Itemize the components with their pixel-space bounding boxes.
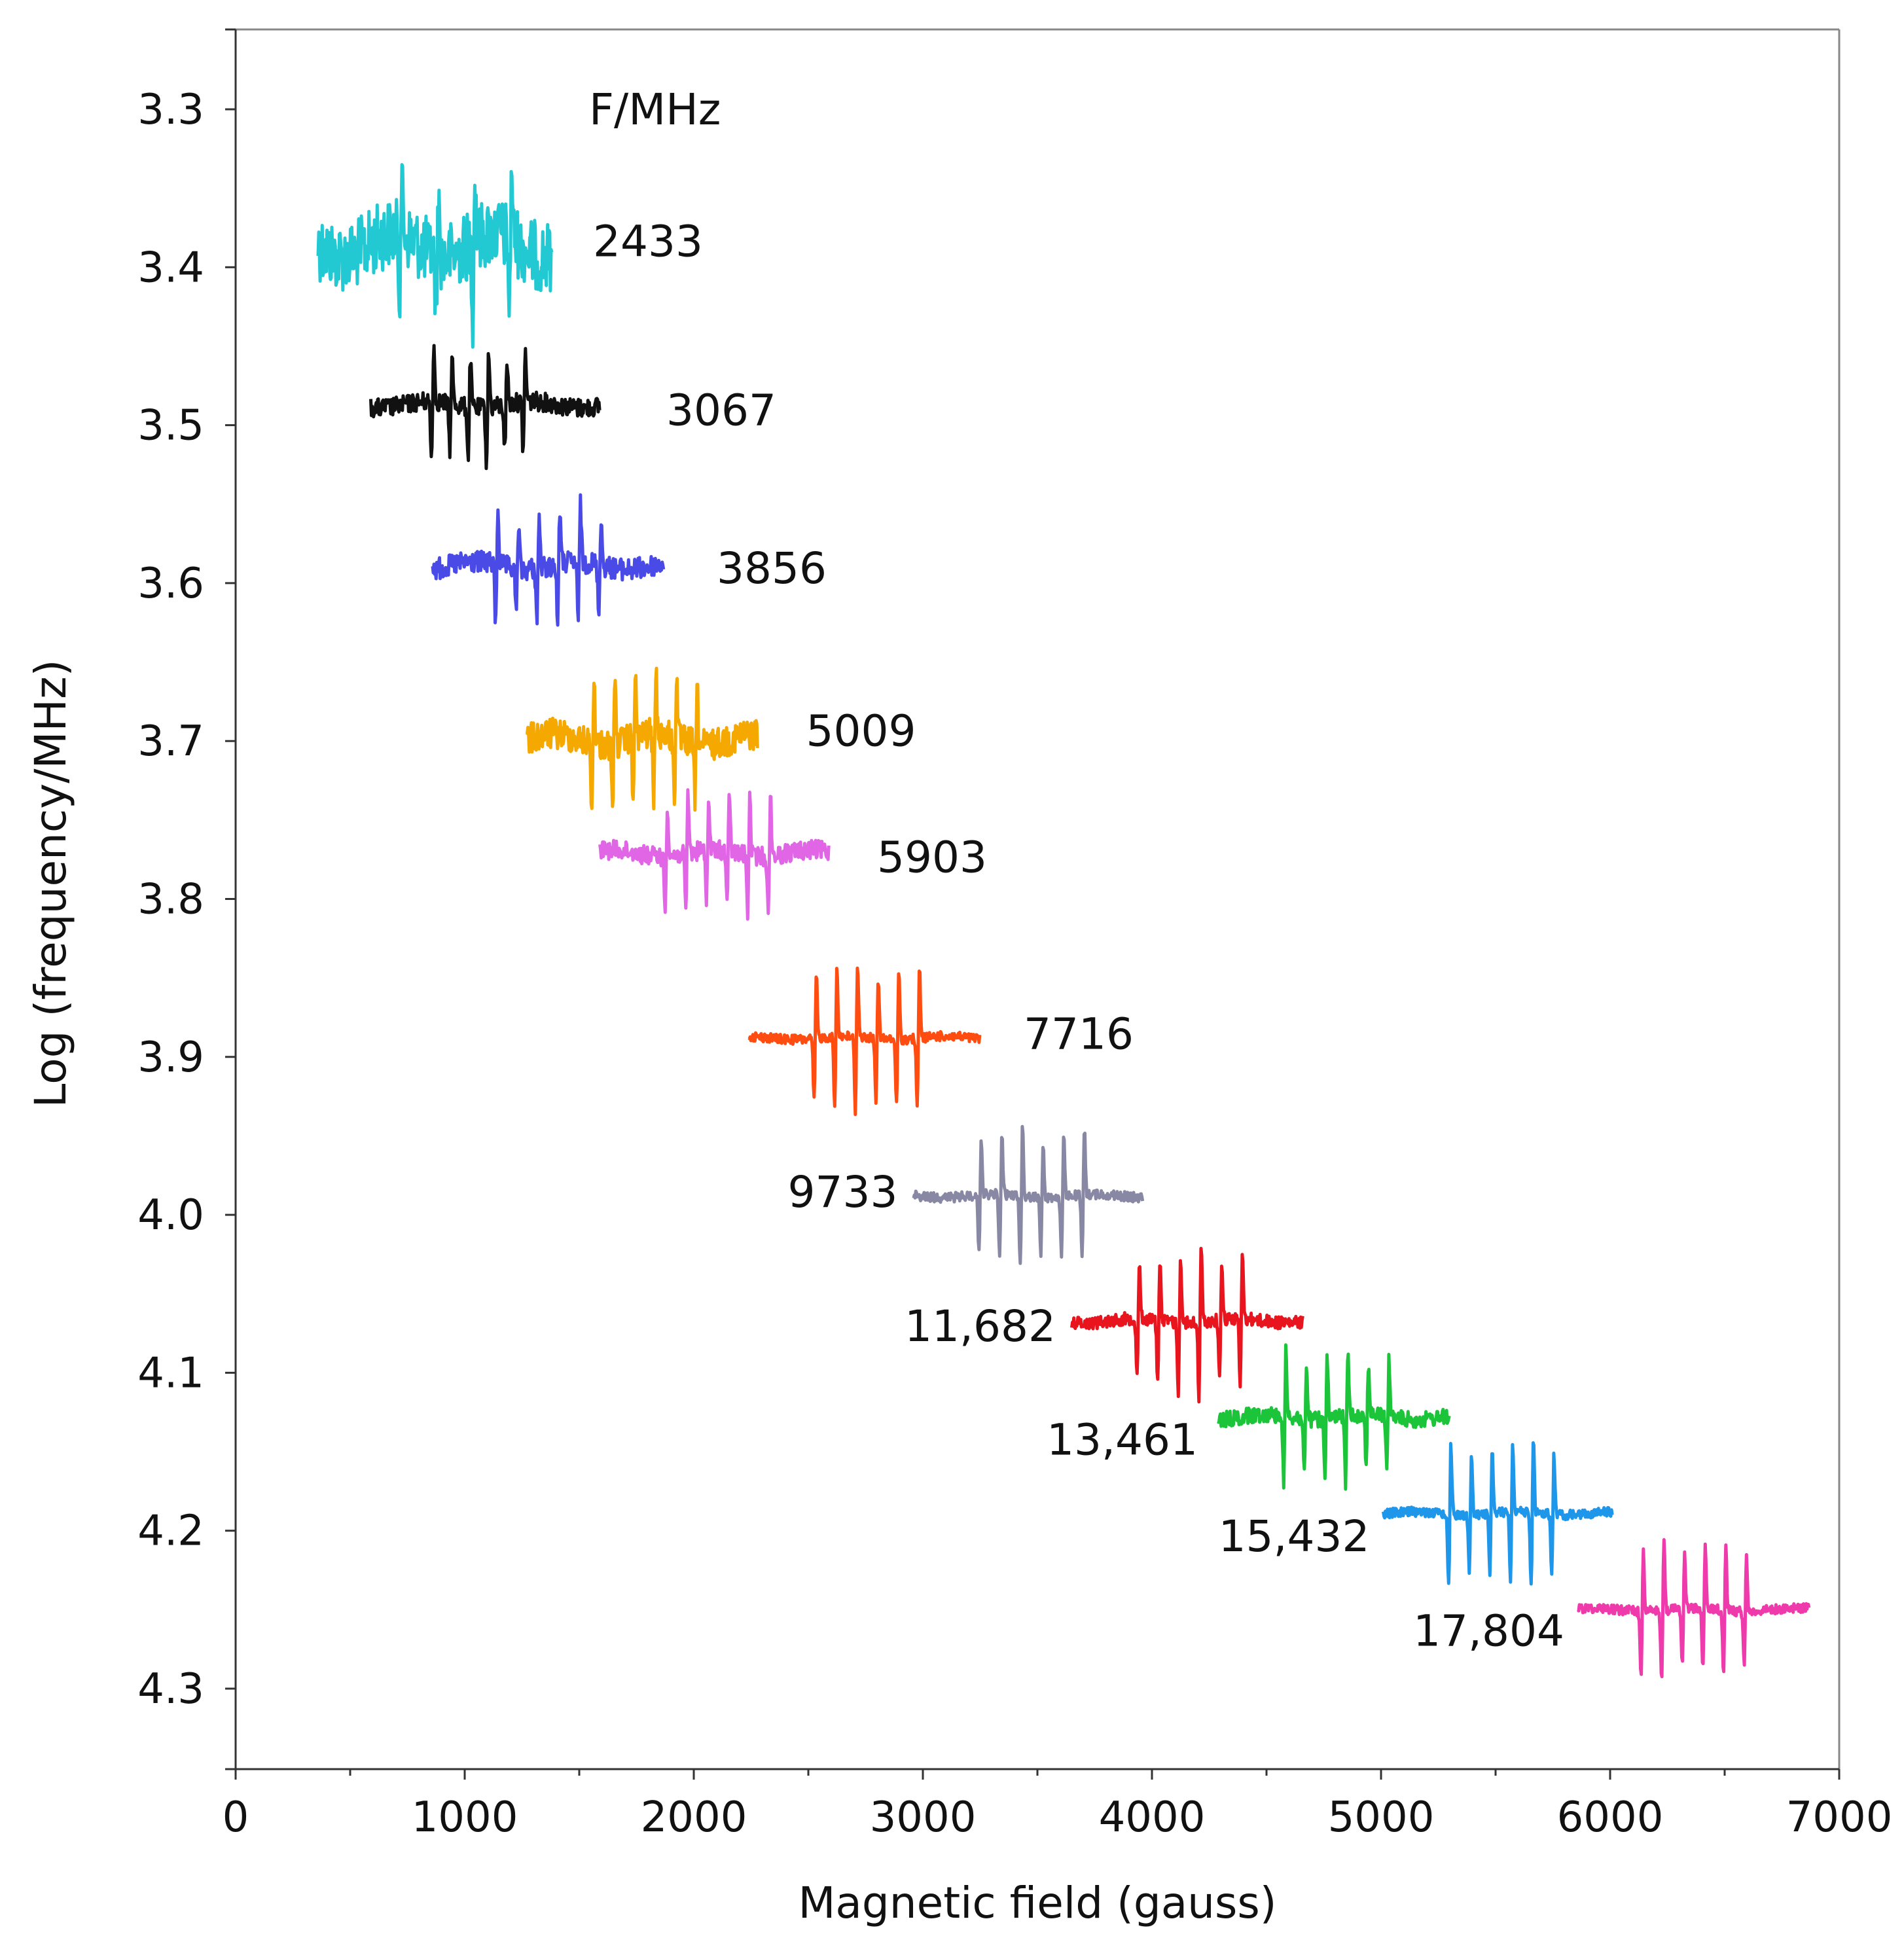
frequency-label-11682: 11,682 bbox=[905, 1301, 1056, 1352]
frequency-label-13461: 13,461 bbox=[1047, 1415, 1198, 1465]
frequency-label-2433: 2433 bbox=[593, 216, 703, 266]
x-axis-title: Magnetic field (gauss) bbox=[798, 1878, 1276, 1928]
frequency-label-3856: 3856 bbox=[717, 543, 827, 594]
x-tick-label: 7000 bbox=[1786, 1793, 1893, 1842]
y-axis-title: Log (frequency/MHz) bbox=[26, 660, 76, 1108]
spectrum-trace-3856 bbox=[431, 493, 666, 627]
spectra-series bbox=[316, 163, 1811, 1679]
spectrum-trace-11682 bbox=[1070, 1247, 1304, 1404]
spectrum-trace-17804 bbox=[1577, 1538, 1811, 1679]
y-tick-label: 3.3 bbox=[137, 86, 204, 134]
frequency-label-9733: 9733 bbox=[788, 1167, 898, 1217]
x-tick-label: 5000 bbox=[1328, 1793, 1435, 1842]
frequency-label-5903: 5903 bbox=[877, 832, 987, 882]
spectrum-trace-2433 bbox=[316, 163, 554, 349]
frequency-label-7716: 7716 bbox=[1024, 1009, 1134, 1060]
spectrum-trace-9733 bbox=[912, 1124, 1145, 1265]
y-axis-ticks: 3.3 3.4 3.5 3.6 3.7 3.8 3.9 4.0 4.1 4.2 4.3 bbox=[137, 28, 236, 1770]
spectrum-trace-3067 bbox=[369, 344, 602, 471]
spectrum-trace-5009 bbox=[525, 666, 759, 812]
y-tick-label: 3.4 bbox=[137, 243, 204, 292]
y-tick-label: 3.6 bbox=[137, 560, 204, 608]
y-tick-label: 4.0 bbox=[137, 1191, 204, 1240]
x-tick-label: 1000 bbox=[412, 1793, 518, 1842]
y-tick-label: 4.2 bbox=[137, 1507, 204, 1556]
x-tick-label: 0 bbox=[223, 1793, 249, 1842]
spectrum-trace-5903 bbox=[598, 788, 831, 921]
x-tick-label: 3000 bbox=[870, 1793, 977, 1842]
frequency-labels: 2433 3067 3856 5009 5903 7716 9733 11,682 13,461… bbox=[593, 216, 1564, 1656]
x-axis-ticks: 0 1000 2000 3000 4000 5000 6000 7000 bbox=[223, 1769, 1893, 1842]
legend-title: F/MHz bbox=[589, 84, 721, 135]
y-tick-label: 3.5 bbox=[137, 402, 204, 450]
spectrum-trace-15432 bbox=[1382, 1441, 1614, 1586]
frequency-label-3067: 3067 bbox=[666, 385, 776, 435]
x-tick-label: 6000 bbox=[1557, 1793, 1664, 1842]
x-tick-label: 2000 bbox=[641, 1793, 747, 1842]
y-tick-label: 4.1 bbox=[137, 1349, 204, 1397]
frequency-label-5009: 5009 bbox=[806, 706, 916, 756]
frequency-label-17804: 17,804 bbox=[1413, 1606, 1564, 1657]
x-tick-label: 4000 bbox=[1099, 1793, 1206, 1842]
spectrum-trace-13461 bbox=[1217, 1343, 1451, 1491]
spectrum-trace-7716 bbox=[747, 966, 982, 1117]
frequency-label-15432: 15,432 bbox=[1219, 1511, 1370, 1562]
y-tick-label: 3.8 bbox=[137, 876, 204, 924]
y-tick-label: 4.3 bbox=[137, 1665, 204, 1714]
y-tick-label: 3.9 bbox=[137, 1033, 204, 1082]
y-tick-label: 3.7 bbox=[137, 717, 204, 766]
